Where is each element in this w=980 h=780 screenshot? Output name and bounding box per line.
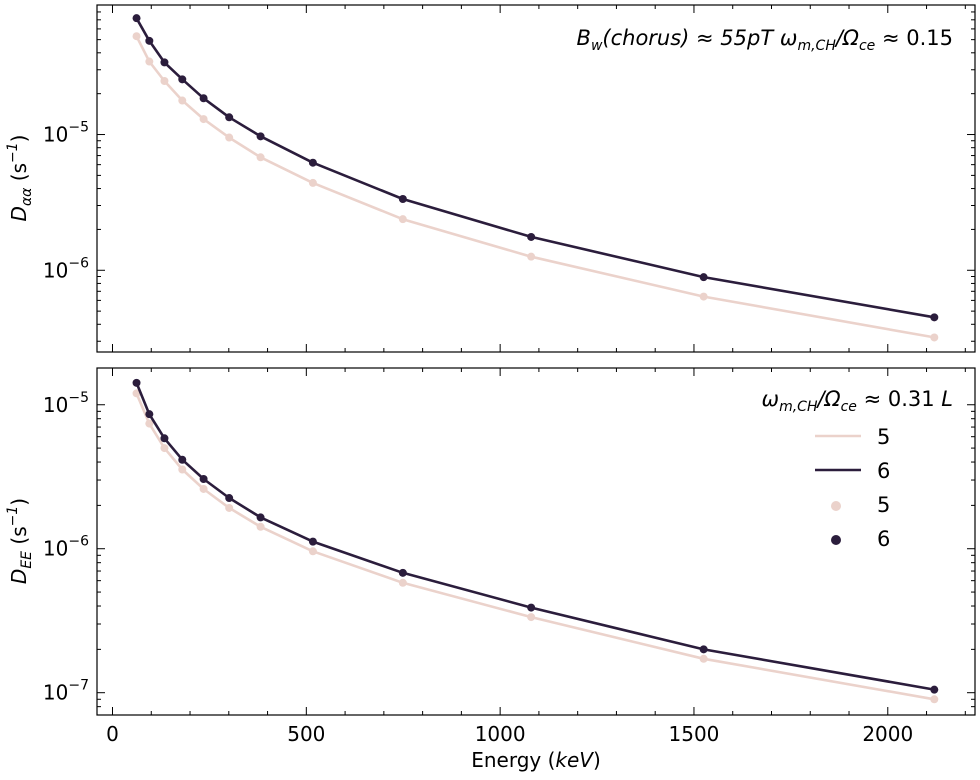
data-point-L5 bbox=[132, 389, 141, 398]
data-point-L5 bbox=[527, 613, 536, 622]
data-point-L5 bbox=[178, 465, 187, 474]
legend: ωm,CH/Ωce ≈ 0.31 L 5 6 5 6 bbox=[761, 387, 953, 551]
data-point-L6 bbox=[308, 158, 317, 167]
top-annotation: Bw(chorus) ≈ 55pT ωm,CH/Ωce ≈ 0.15 bbox=[577, 26, 953, 54]
data-point-L5 bbox=[225, 503, 234, 512]
data-point-L6 bbox=[398, 568, 407, 577]
ticks-layer: 10−5 10−6 10−5 10−6 10−7 bbox=[43, 5, 975, 715]
data-point-L5 bbox=[256, 522, 265, 531]
y-tick-label: 10−5 bbox=[43, 390, 89, 417]
data-point-L5 bbox=[527, 252, 536, 261]
legend-entries: 5 6 5 6 bbox=[815, 425, 890, 551]
data-point-L6 bbox=[930, 685, 939, 694]
x-tick-label: 2000 bbox=[862, 722, 913, 746]
top-axes-frame bbox=[96, 4, 976, 353]
y-tick-label: 10−7 bbox=[43, 678, 89, 705]
data-point-L6 bbox=[527, 603, 536, 612]
data-point-L6 bbox=[256, 132, 265, 141]
x-tick-label: 500 bbox=[287, 722, 325, 746]
series-layer: 0 500 1000 1500 2000 bbox=[106, 14, 939, 746]
data-point-L6 bbox=[160, 434, 169, 443]
x-tick-label: 1000 bbox=[475, 722, 526, 746]
bottom-axes-frame bbox=[96, 367, 976, 716]
data-point-L5 bbox=[699, 292, 708, 301]
legend-title: ωm,CH/Ωce ≈ 0.31 L bbox=[761, 387, 953, 415]
data-point-L6 bbox=[527, 232, 536, 241]
series-line-L6 bbox=[135, 382, 935, 691]
data-point-L5 bbox=[160, 76, 169, 85]
data-point-L6 bbox=[699, 273, 708, 282]
data-point-L5 bbox=[930, 333, 939, 342]
data-point-L5 bbox=[160, 444, 169, 453]
data-point-L6 bbox=[225, 113, 234, 122]
x-tick-label: 1500 bbox=[669, 722, 720, 746]
legend-marker-swatch bbox=[831, 535, 841, 545]
data-point-L5 bbox=[398, 215, 407, 224]
data-point-L5 bbox=[308, 178, 317, 187]
data-point-L5 bbox=[398, 578, 407, 587]
y-tick-label: 10−6 bbox=[43, 534, 89, 561]
legend-label: 5 bbox=[877, 425, 890, 449]
data-point-L6 bbox=[308, 537, 317, 546]
legend-label: 6 bbox=[877, 527, 890, 551]
data-point-L6 bbox=[199, 474, 208, 483]
data-point-L5 bbox=[145, 57, 154, 66]
y-tick-label: 10−5 bbox=[43, 120, 89, 147]
data-point-L5 bbox=[199, 484, 208, 493]
data-point-L6 bbox=[225, 494, 234, 503]
series-line-L6 bbox=[135, 17, 935, 319]
data-point-L5 bbox=[145, 419, 154, 428]
data-point-L5 bbox=[132, 32, 141, 41]
data-point-L6 bbox=[699, 645, 708, 654]
data-point-L6 bbox=[930, 313, 939, 322]
data-point-L6 bbox=[132, 14, 141, 23]
data-point-L6 bbox=[178, 455, 187, 464]
data-point-L6 bbox=[132, 378, 141, 387]
data-point-L5 bbox=[308, 547, 317, 556]
data-point-L6 bbox=[178, 75, 187, 84]
data-point-L5 bbox=[699, 654, 708, 663]
y-tick-label: 10−6 bbox=[43, 255, 89, 282]
data-point-L5 bbox=[225, 133, 234, 142]
x-axis-title: Energy (keV) bbox=[471, 748, 601, 772]
legend-label: 6 bbox=[877, 459, 890, 483]
data-point-L6 bbox=[145, 36, 154, 45]
data-point-L5 bbox=[930, 695, 939, 704]
data-point-L6 bbox=[160, 58, 169, 67]
data-point-L6 bbox=[145, 410, 154, 419]
data-point-L5 bbox=[178, 96, 187, 105]
data-point-L5 bbox=[199, 115, 208, 124]
legend-label: 5 bbox=[877, 493, 890, 517]
series-line-L5 bbox=[135, 392, 935, 701]
series-line-L5 bbox=[135, 35, 935, 339]
top-ylabel: Dαα (s−1) bbox=[5, 135, 35, 222]
data-point-L6 bbox=[199, 94, 208, 103]
data-point-L6 bbox=[256, 513, 265, 522]
x-tick-label: 0 bbox=[106, 722, 119, 746]
data-point-L6 bbox=[398, 195, 407, 204]
legend-marker-swatch bbox=[831, 501, 841, 511]
bottom-ylabel: DEE (s−1) bbox=[5, 498, 35, 584]
data-point-L5 bbox=[256, 153, 265, 162]
